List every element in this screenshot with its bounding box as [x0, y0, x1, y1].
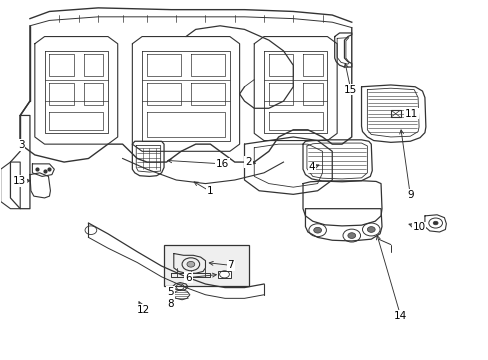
- Text: 10: 10: [412, 222, 425, 232]
- Text: 4: 4: [308, 162, 314, 172]
- Text: 9: 9: [406, 190, 413, 200]
- Circle shape: [432, 221, 437, 225]
- Text: 5: 5: [167, 287, 173, 297]
- Circle shape: [313, 227, 321, 233]
- Text: 3: 3: [18, 140, 24, 150]
- Circle shape: [186, 261, 194, 267]
- Text: 2: 2: [244, 157, 251, 167]
- Bar: [163, 244, 249, 286]
- Text: 16: 16: [216, 159, 229, 169]
- Text: 14: 14: [393, 311, 407, 320]
- Text: 1: 1: [206, 186, 213, 197]
- Text: 12: 12: [136, 305, 149, 315]
- Text: 6: 6: [185, 273, 191, 283]
- Text: 11: 11: [404, 109, 417, 119]
- Text: 8: 8: [167, 299, 173, 309]
- Text: 15: 15: [344, 85, 357, 95]
- Circle shape: [366, 226, 374, 232]
- Bar: [217, 271, 231, 278]
- Text: 13: 13: [13, 176, 26, 186]
- Circle shape: [347, 233, 355, 238]
- Text: 7: 7: [227, 260, 234, 270]
